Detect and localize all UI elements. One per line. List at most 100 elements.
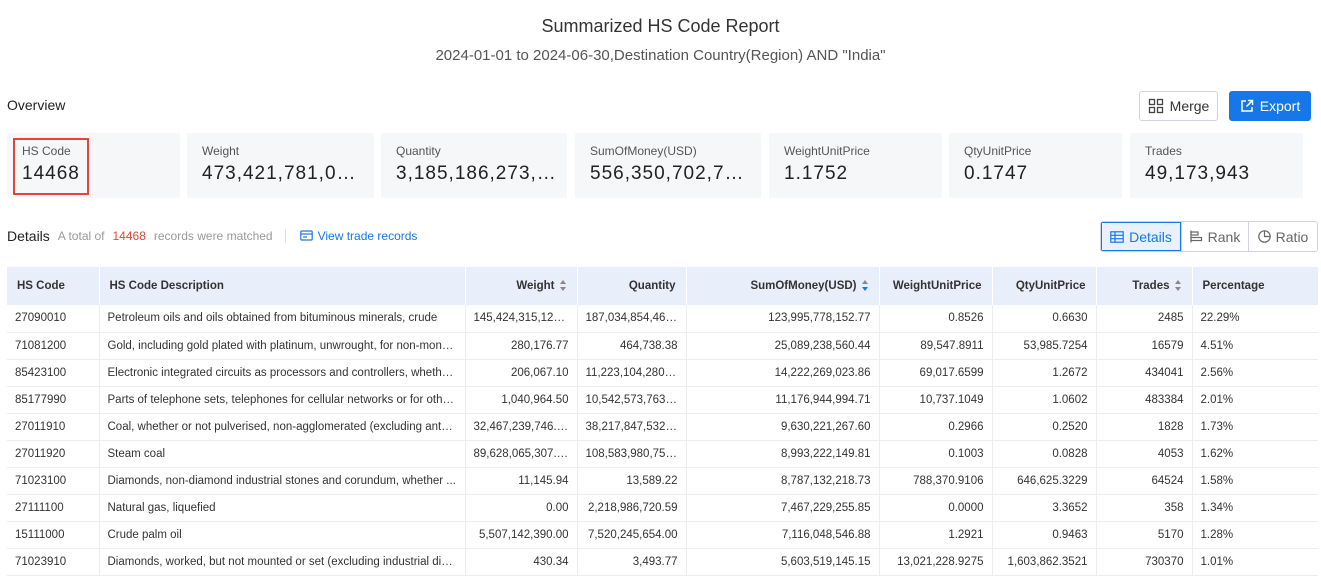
sort-icon[interactable]: [861, 280, 869, 292]
table-row[interactable]: 27111100 Natural gas, liquefied 0.00 2,218,…: [7, 494, 1318, 521]
cell-weight-unit-price: 89,547.8911: [879, 332, 993, 359]
stat-label: WeightUnitPrice: [784, 144, 870, 158]
cell-weight-unit-price: 13,021,228.9275: [879, 548, 993, 575]
sort-icon[interactable]: [559, 280, 567, 292]
stat-value: 0.1747: [964, 163, 1029, 184]
table-row[interactable]: 85423100 Electronic integrated circuits a…: [7, 359, 1318, 386]
cell-weight: 280,176.77: [465, 332, 578, 359]
overview-heading: Overview: [7, 97, 66, 113]
cell-percentage: 1.34%: [1200, 501, 1234, 514]
cell-qty-unit-price: 1,603,862.3521: [992, 548, 1097, 575]
cell-percentage: 1.62%: [1200, 447, 1234, 460]
tab-details-label: Details: [1129, 228, 1172, 245]
cell-sum-of-money: 8,993,222,149.81: [686, 440, 880, 467]
details-header: Details A total of 14468 records were ma…: [7, 226, 417, 246]
cell-hs-code: 15111000: [7, 521, 100, 548]
cell-sum-of-money: 14,222,269,023.86: [686, 359, 880, 386]
cell-weight: 1,040,964.50: [465, 386, 578, 413]
divider: [284, 229, 286, 243]
table-row[interactable]: 27011920 Steam coal 89,628,065,307.00 108,5…: [7, 440, 1318, 467]
cell-quantity: 187,034,854,466....: [577, 305, 687, 332]
total-count: 14468: [112, 229, 146, 243]
cell-trades: 483384: [1096, 386, 1193, 413]
cell-percentage: 22.29%: [1200, 312, 1240, 325]
table-row[interactable]: 71023100 Diamonds, non-diamond industrial…: [7, 467, 1318, 494]
cell-percentage: 1.28%: [1200, 528, 1234, 541]
pie-chart-icon: [1257, 230, 1271, 243]
table-row[interactable]: 27011910 Coal, whether or not pulverised,…: [7, 413, 1318, 440]
cell-trades: 16579: [1096, 332, 1193, 359]
hs-code-table: HS Code HS Code Description Weight Quant…: [7, 267, 1318, 576]
col-weight[interactable]: Weight: [465, 267, 578, 305]
col-sum-of-money[interactable]: SumOfMoney(USD): [686, 267, 880, 305]
view-mode-toggle: Details Rank Ratio: [1100, 221, 1318, 252]
cell-trades: 434041: [1096, 359, 1193, 386]
cell-weight-unit-price: 0.1003: [879, 440, 993, 467]
tab-details[interactable]: Details: [1101, 222, 1181, 251]
stat-card-weight: Weight 473,421,781,02...: [187, 133, 374, 198]
cell-quantity: 38,217,847,532.70: [577, 413, 687, 440]
cell-sum-of-money: 8,787,132,218.73: [686, 467, 880, 494]
cell-qty-unit-price: 1.2672: [992, 359, 1097, 386]
cell-percentage: 1.58%: [1200, 474, 1234, 487]
cell-weight: 206,067.10: [465, 359, 578, 386]
cell-trades: 5170: [1096, 521, 1193, 548]
total-prefix: A total of: [57, 229, 105, 243]
cell-qty-unit-price: 0.6630: [992, 305, 1097, 332]
merge-label: Merge: [1169, 98, 1210, 114]
sort-icon[interactable]: [1174, 280, 1182, 292]
view-trade-records-link[interactable]: View trade records: [299, 229, 417, 243]
cell-description: Steam coal: [99, 440, 466, 467]
cell-quantity: 108,583,980,751....: [577, 440, 687, 467]
cell-description: Gold, including gold plated with platinu…: [99, 332, 466, 359]
table-row[interactable]: 71081200 Gold, including gold plated with…: [7, 332, 1318, 359]
tab-rank[interactable]: Rank: [1181, 222, 1248, 251]
cell-quantity: 7,520,245,654.00: [577, 521, 687, 548]
cell-trades: 4053: [1096, 440, 1193, 467]
stat-value: 3,185,186,273,2...: [396, 163, 556, 184]
cell-qty-unit-price: 0.9463: [992, 521, 1097, 548]
stat-value: 1.1752: [784, 163, 849, 184]
cell-qty-unit-price: 0.2520: [992, 413, 1097, 440]
report-subtitle: 2024-01-01 to 2024-06-30,Destination Cou…: [435, 47, 886, 64]
stat-card-qty-unit-price: QtyUnitPrice 0.1747: [949, 133, 1122, 198]
cell-sum-of-money: 9,630,221,267.60: [686, 413, 880, 440]
tab-rank-label: Rank: [1207, 228, 1241, 245]
tab-ratio[interactable]: Ratio: [1248, 222, 1317, 251]
cell-weight-unit-price: 10,737.1049: [879, 386, 993, 413]
cell-qty-unit-price: 53,985.7254: [992, 332, 1097, 359]
stat-label: SumOfMoney(USD): [590, 144, 697, 158]
header-label: WeightUnitPrice: [892, 280, 982, 292]
header-label: QtyUnitPrice: [1015, 280, 1086, 292]
cell-weight-unit-price: 0.8526: [879, 305, 993, 332]
cell-description: Diamonds, non-diamond industrial stones …: [99, 467, 466, 494]
cell-hs-code: 85177990: [7, 386, 100, 413]
col-hs-code: HS Code: [7, 267, 100, 305]
export-icon: [1241, 99, 1254, 112]
cell-hs-code: 71023100: [7, 467, 100, 494]
cell-description: Parts of telephone sets, telephones for …: [99, 386, 466, 413]
cell-quantity: 10,542,573,763.03: [577, 386, 687, 413]
tab-ratio-label: Ratio: [1275, 228, 1309, 245]
cell-hs-code: 27090010: [7, 305, 100, 332]
header-label: Quantity: [628, 280, 676, 292]
table-row[interactable]: 27090010 Petroleum oils and oils obtained…: [7, 305, 1318, 332]
header-label: Weight: [516, 280, 555, 292]
export-label: Export: [1259, 98, 1301, 114]
col-trades[interactable]: Trades: [1096, 267, 1193, 305]
cell-quantity: 13,589.22: [577, 467, 687, 494]
table-row[interactable]: 85177990 Parts of telephone sets, telepho…: [7, 386, 1318, 413]
cell-description: Electronic integrated circuits as proces…: [99, 359, 466, 386]
cell-sum-of-money: 11,176,944,994.71: [686, 386, 880, 413]
merge-icon: [1148, 98, 1163, 114]
cell-description: Coal, whether or not pulverised, non-agg…: [99, 413, 466, 440]
cell-percentage: 2.01%: [1200, 393, 1234, 406]
cell-qty-unit-price: 3.3652: [992, 494, 1097, 521]
stat-card-trades: Trades 49,173,943: [1130, 133, 1303, 198]
merge-button[interactable]: Merge: [1139, 91, 1218, 121]
cell-sum-of-money: 7,467,229,255.85: [686, 494, 880, 521]
table-row[interactable]: 71023910 Diamonds, worked, but not mounte…: [7, 548, 1318, 575]
stat-label: HS Code: [22, 144, 71, 158]
export-button[interactable]: Export: [1229, 91, 1311, 121]
table-row[interactable]: 15111000 Crude palm oil 5,507,142,390.00 7,…: [7, 521, 1318, 548]
